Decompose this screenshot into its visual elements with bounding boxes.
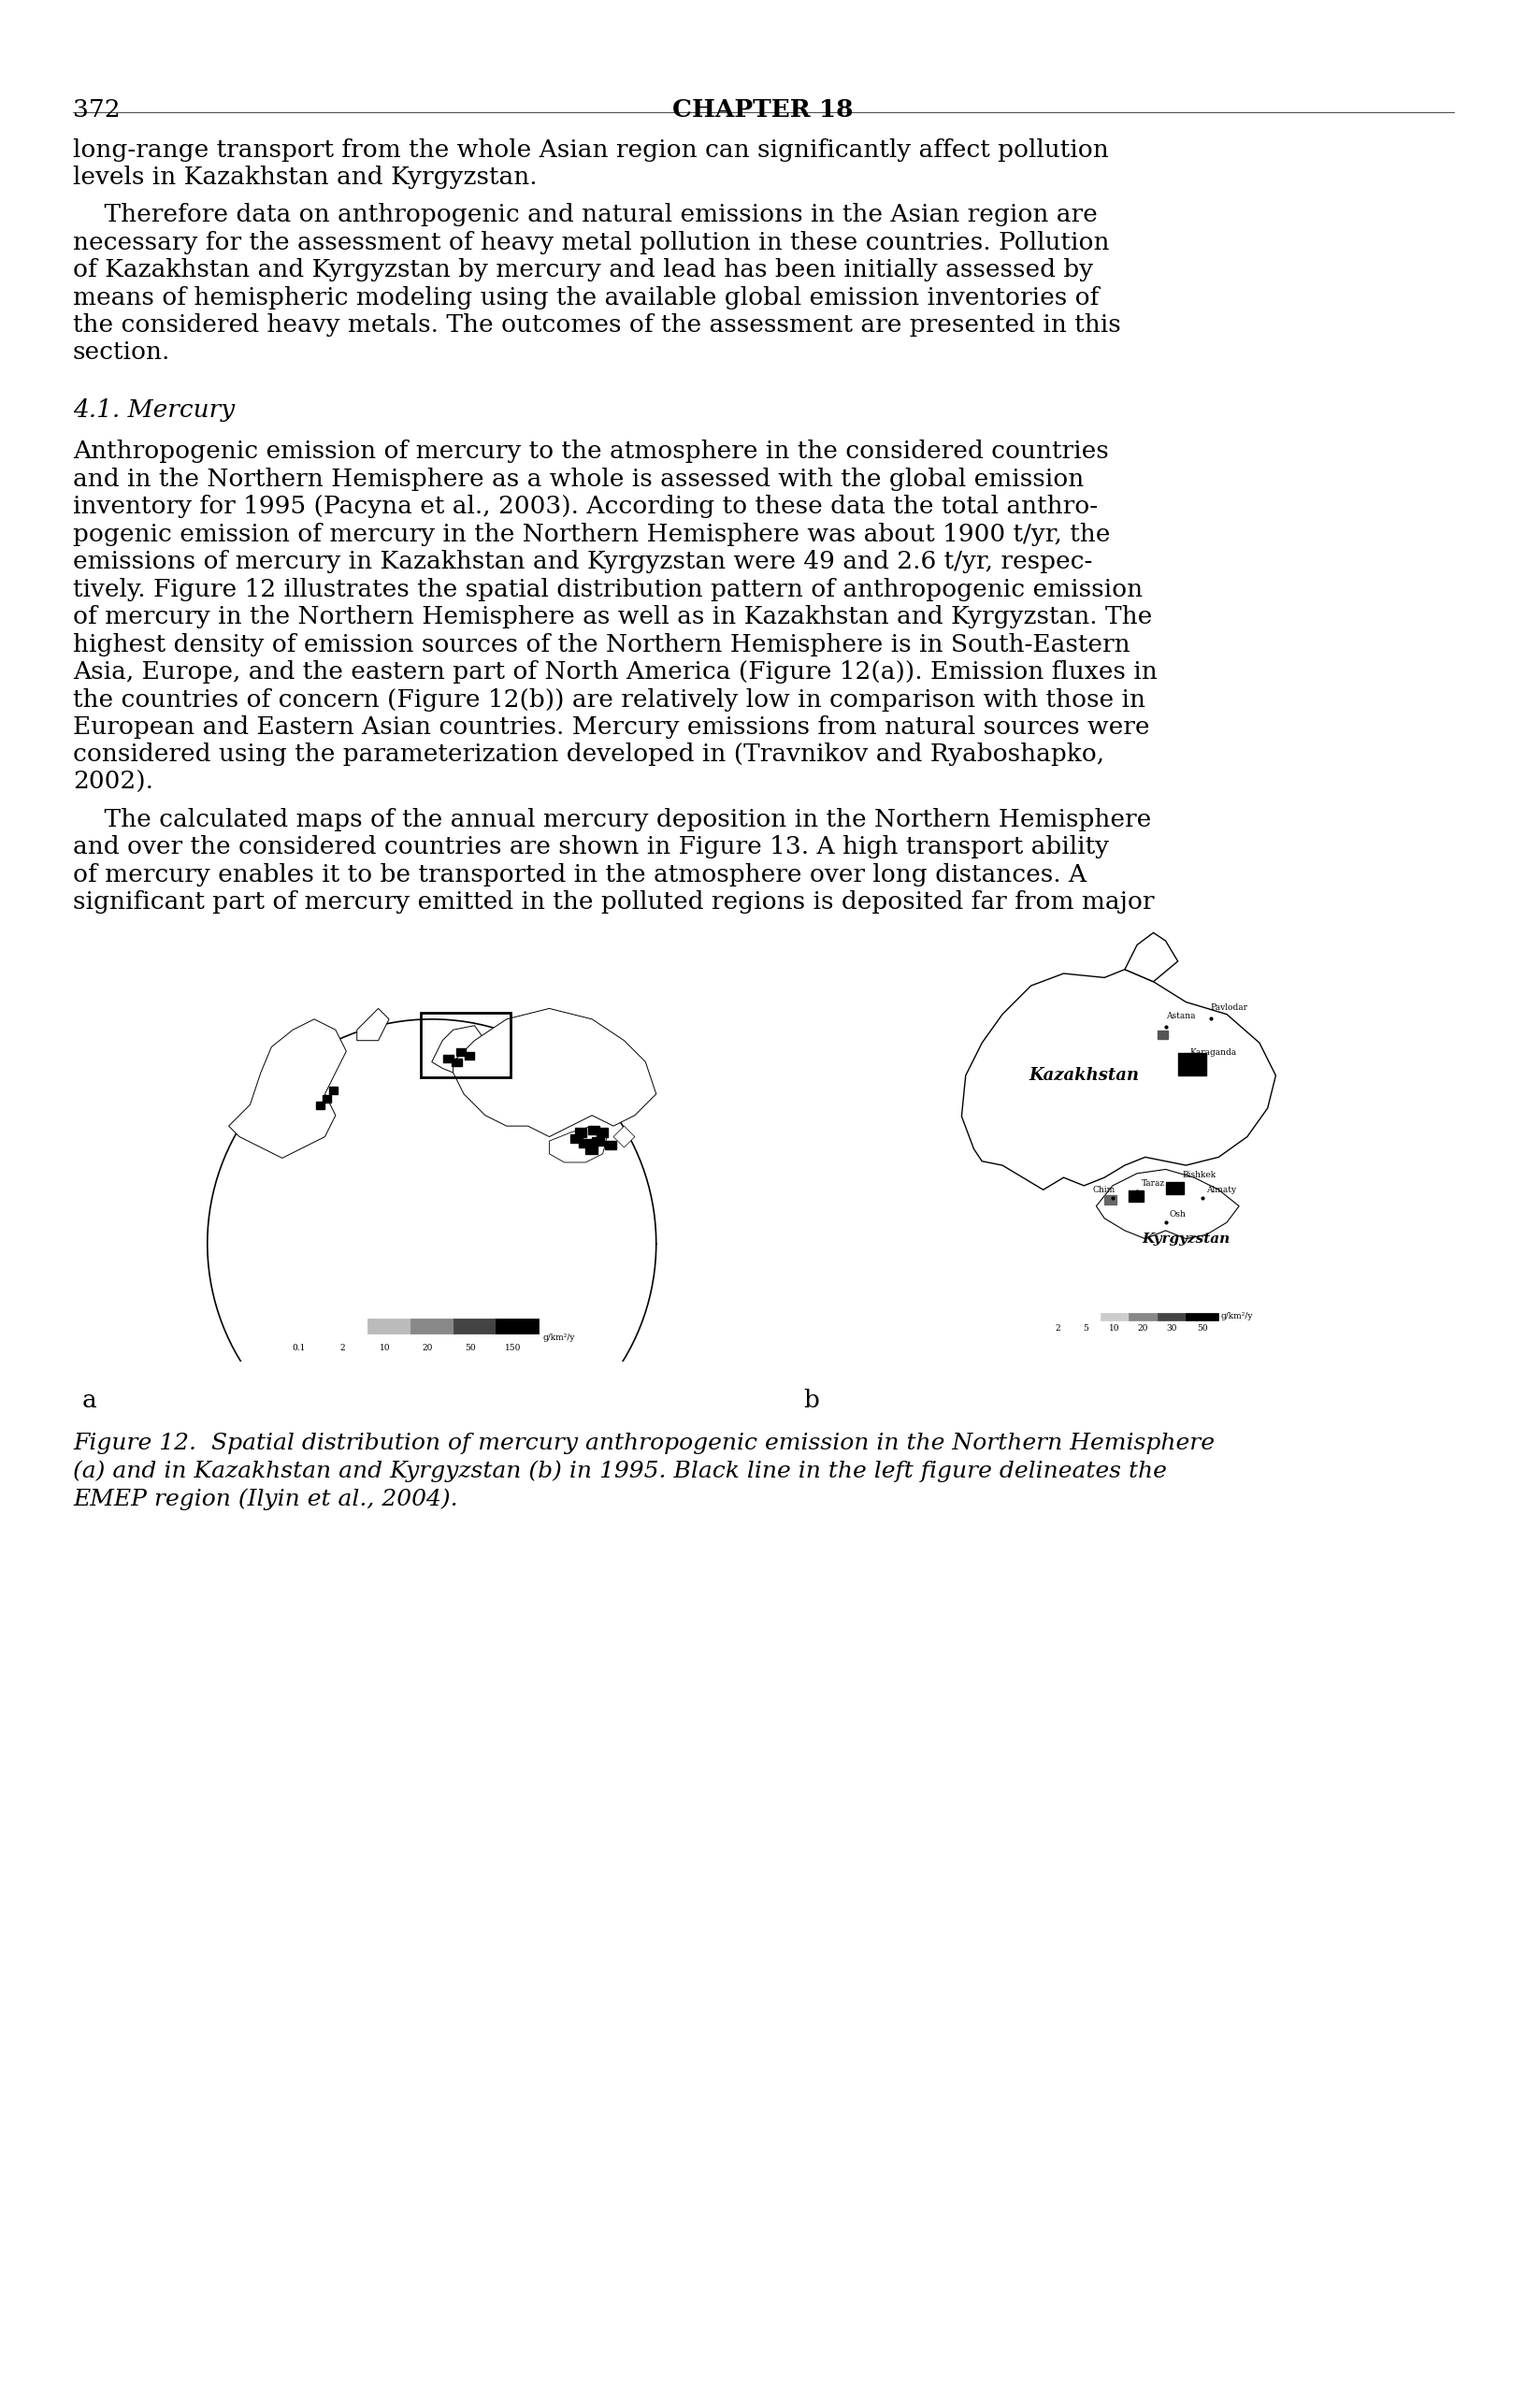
Text: 10: 10 <box>378 1344 389 1353</box>
Bar <box>588 1127 600 1134</box>
Text: Asia, Europe, and the eastern part of North America (Figure 12(a)). Emission flu: Asia, Europe, and the eastern part of No… <box>73 660 1157 684</box>
Text: Kyrgyzstan: Kyrgyzstan <box>1141 1233 1230 1245</box>
Bar <box>1100 1312 1128 1320</box>
Text: Almaty: Almaty <box>1206 1185 1236 1194</box>
Text: The calculated maps of the annual mercury deposition in the Northern Hemisphere: The calculated maps of the annual mercur… <box>73 807 1151 831</box>
Text: 2: 2 <box>339 1344 345 1353</box>
Text: levels in Kazakhstan and Kyrgyzstan.: levels in Kazakhstan and Kyrgyzstan. <box>73 166 537 190</box>
Text: 5: 5 <box>1082 1324 1088 1334</box>
Bar <box>578 1139 591 1146</box>
Bar <box>1128 1312 1157 1320</box>
Bar <box>453 1320 496 1334</box>
Text: long-range transport from the whole Asian region can significantly affect pollut: long-range transport from the whole Asia… <box>73 137 1108 161</box>
Bar <box>1157 1031 1167 1038</box>
Text: 50: 50 <box>464 1344 476 1353</box>
Bar <box>464 1052 475 1060</box>
Text: considered using the parameterization developed in (Travnikov and Ryaboshapko,: considered using the parameterization de… <box>73 744 1103 766</box>
Text: 30: 30 <box>1166 1324 1177 1334</box>
Text: Taraz: Taraz <box>1140 1180 1164 1187</box>
Polygon shape <box>1096 1170 1238 1238</box>
Text: European and Eastern Asian countries. Mercury emissions from natural sources wer: European and Eastern Asian countries. Me… <box>73 715 1149 739</box>
Bar <box>1186 1312 1218 1320</box>
Text: Anthropogenic emission of mercury to the atmosphere in the considered countries: Anthropogenic emission of mercury to the… <box>73 441 1108 462</box>
Text: means of hemispheric modeling using the available global emission inventories of: means of hemispheric modeling using the … <box>73 287 1099 308</box>
Text: 2002).: 2002). <box>73 771 153 795</box>
Text: Chim: Chim <box>1091 1185 1114 1194</box>
Text: Osh: Osh <box>1169 1209 1186 1218</box>
Bar <box>421 1014 511 1076</box>
Bar <box>496 1320 539 1334</box>
Bar <box>575 1129 586 1137</box>
Text: inventory for 1995 (Pacyna et al., 2003). According to these data the total anth: inventory for 1995 (Pacyna et al., 2003)… <box>73 496 1097 518</box>
Text: of Kazakhstan and Kyrgyzstan by mercury and lead has been initially assessed by: of Kazakhstan and Kyrgyzstan by mercury … <box>73 258 1093 282</box>
Text: 20: 20 <box>421 1344 432 1353</box>
Text: (a) and in Kazakhstan and Kyrgyzstan (b) in 1995. Black line in the left figure : (a) and in Kazakhstan and Kyrgyzstan (b)… <box>73 1459 1166 1483</box>
Text: a: a <box>82 1389 98 1411</box>
Polygon shape <box>432 1026 485 1072</box>
Text: 372: 372 <box>73 99 121 120</box>
Text: 150: 150 <box>505 1344 520 1353</box>
Text: 10: 10 <box>1108 1324 1119 1334</box>
Text: 50: 50 <box>1196 1324 1207 1334</box>
Polygon shape <box>613 1127 635 1146</box>
Bar <box>592 1137 603 1146</box>
Text: CHAPTER 18: CHAPTER 18 <box>671 99 853 120</box>
Bar <box>330 1086 337 1093</box>
Text: tively. Figure 12 illustrates the spatial distribution pattern of anthropogenic : tively. Figure 12 illustrates the spatia… <box>73 578 1141 602</box>
Bar <box>1157 1312 1186 1320</box>
Text: and in the Northern Hemisphere as a whole is assessed with the global emission: and in the Northern Hemisphere as a whol… <box>73 467 1083 491</box>
Polygon shape <box>961 970 1276 1190</box>
Text: 20: 20 <box>1137 1324 1148 1334</box>
Bar <box>604 1141 617 1149</box>
Text: section.: section. <box>73 342 171 364</box>
Bar <box>1071 1312 1100 1320</box>
Text: highest density of emission sources of the Northern Hemisphere is in South-Easte: highest density of emission sources of t… <box>73 633 1129 655</box>
Text: 2: 2 <box>1054 1324 1059 1334</box>
Bar <box>1164 1182 1183 1194</box>
Text: b: b <box>803 1389 818 1411</box>
Text: necessary for the assessment of heavy metal pollution in these countries. Pollut: necessary for the assessment of heavy me… <box>73 231 1109 255</box>
Text: Bishkek: Bishkek <box>1181 1170 1215 1180</box>
Text: the considered heavy metals. The outcomes of the assessment are presented in thi: the considered heavy metals. The outcome… <box>73 313 1120 337</box>
Text: 4.1. Mercury: 4.1. Mercury <box>73 400 235 421</box>
Polygon shape <box>453 1009 656 1137</box>
Text: g/km²/y: g/km²/y <box>543 1334 575 1341</box>
Text: 0.1: 0.1 <box>293 1344 305 1353</box>
Polygon shape <box>1125 932 1177 982</box>
Bar <box>1177 1052 1206 1076</box>
Bar <box>452 1060 461 1067</box>
Bar <box>1103 1194 1116 1204</box>
Polygon shape <box>229 1019 346 1158</box>
Text: pogenic emission of mercury in the Northern Hemisphere was about 1900 t/yr, the: pogenic emission of mercury in the North… <box>73 523 1109 547</box>
Text: significant part of mercury emitted in the polluted regions is deposited far fro: significant part of mercury emitted in t… <box>73 891 1154 913</box>
Bar <box>316 1100 325 1110</box>
Bar <box>443 1055 453 1062</box>
Bar <box>282 1320 325 1334</box>
Polygon shape <box>357 1009 389 1040</box>
Text: Kazakhstan: Kazakhstan <box>1029 1067 1138 1084</box>
Text: Therefore data on anthropogenic and natural emissions in the Asian region are: Therefore data on anthropogenic and natu… <box>73 202 1097 226</box>
Text: the countries of concern (Figure 12(b)) are relatively low in comparison with th: the countries of concern (Figure 12(b)) … <box>73 689 1144 710</box>
Bar <box>571 1134 581 1144</box>
Bar <box>597 1129 607 1137</box>
Text: g/km²/y: g/km²/y <box>1219 1312 1253 1322</box>
Bar <box>368 1320 410 1334</box>
Bar <box>410 1320 453 1334</box>
Text: and over the considered countries are shown in Figure 13. A high transport abili: and over the considered countries are sh… <box>73 836 1108 860</box>
Bar <box>586 1146 597 1153</box>
Text: emissions of mercury in Kazakhstan and Kyrgyzstan were 49 and 2.6 t/yr, respec-: emissions of mercury in Kazakhstan and K… <box>73 549 1091 573</box>
Text: Pavlodar: Pavlodar <box>1210 1004 1247 1011</box>
Text: of mercury enables it to be transported in the atmosphere over long distances. A: of mercury enables it to be transported … <box>73 862 1087 886</box>
Bar <box>456 1047 465 1055</box>
Text: Karaganda: Karaganda <box>1189 1050 1236 1057</box>
Text: EMEP region (Ilyin et al., 2004).: EMEP region (Ilyin et al., 2004). <box>73 1488 458 1510</box>
Bar <box>1042 1312 1071 1320</box>
Bar <box>1128 1190 1143 1202</box>
Bar <box>325 1320 368 1334</box>
Polygon shape <box>549 1127 607 1163</box>
Text: Figure 12.  Spatial distribution of mercury anthropogenic emission in the Northe: Figure 12. Spatial distribution of mercu… <box>73 1433 1213 1454</box>
Text: of mercury in the Northern Hemisphere as well as in Kazakhstan and Kyrgyzstan. T: of mercury in the Northern Hemisphere as… <box>73 604 1152 628</box>
Text: Astana: Astana <box>1164 1011 1195 1021</box>
Bar <box>322 1096 331 1103</box>
